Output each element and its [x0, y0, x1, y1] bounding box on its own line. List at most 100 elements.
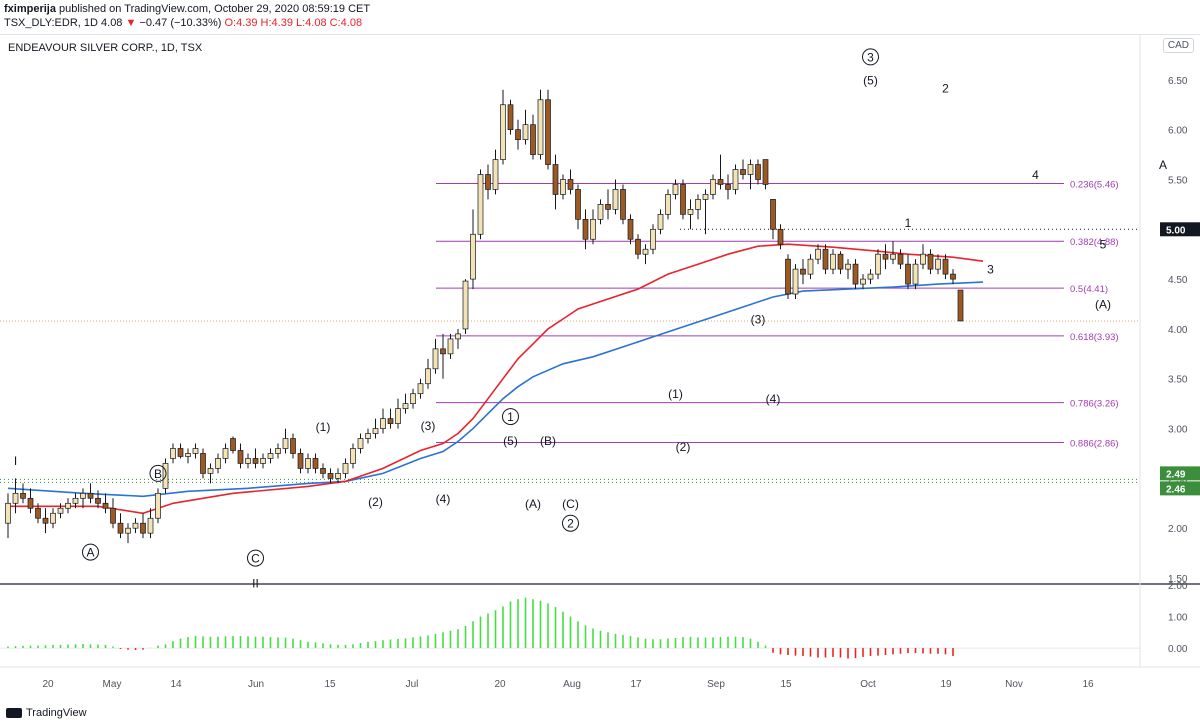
candle-body — [50, 512, 56, 524]
author-name[interactable]: fximperija — [4, 3, 56, 15]
candle-body — [87, 492, 94, 499]
candle-body — [605, 204, 611, 210]
candle-body — [252, 458, 259, 464]
candle-body — [117, 522, 124, 534]
candle-body — [950, 273, 956, 280]
wave-label-circle — [862, 48, 879, 66]
wave-label: (B) — [540, 434, 556, 448]
wave-label-circle — [502, 408, 519, 426]
last-price: 4.08 — [101, 17, 123, 29]
candle-body — [875, 253, 881, 275]
osc-tick-label: 1.00 — [1168, 613, 1188, 624]
candle-body — [57, 507, 64, 514]
fib-level-label: 0.236(5.46) — [1070, 179, 1119, 190]
wave-label: (4) — [766, 392, 781, 406]
wave-label: 1 — [507, 410, 514, 424]
wave-label: (1) — [316, 420, 331, 434]
candle-body — [642, 248, 649, 255]
candle-body — [635, 238, 641, 255]
wave-label: (5) — [503, 434, 518, 448]
price-change: −0.47 (−10.33%) — [139, 17, 222, 29]
candle-body — [897, 253, 904, 265]
wave-label: (3) — [751, 312, 766, 326]
candle-body — [747, 164, 754, 175]
candle-body — [530, 124, 536, 155]
wave-label: (3) — [421, 419, 436, 433]
candle-body — [770, 199, 776, 230]
candle-body — [537, 99, 544, 155]
candle-body — [507, 104, 514, 131]
fib-level-label: 0.786(3.26) — [1070, 399, 1119, 410]
wave-label: B — [154, 467, 162, 481]
candle-body — [380, 418, 386, 429]
time-tick-label: 15 — [780, 679, 792, 690]
candle-body — [890, 253, 896, 260]
candle-body — [297, 453, 304, 469]
symbol-name: TSX_DLY:EDR, 1D — [4, 17, 98, 29]
candle-body — [492, 159, 499, 190]
candle-body — [365, 433, 371, 439]
wave-label: A — [86, 546, 94, 560]
publish-line: fximperija published on TradingView.com,… — [4, 2, 370, 16]
price-tick-label: 2.00 — [1168, 524, 1188, 535]
candle-body — [717, 179, 724, 185]
footer: TradingView — [6, 703, 87, 723]
candle-body — [695, 199, 701, 210]
wave-label-circle — [247, 549, 264, 567]
candle-body — [545, 99, 551, 165]
wave-label: (A) — [1095, 298, 1111, 312]
time-tick-label: 17 — [630, 679, 642, 690]
candle-body — [912, 263, 919, 285]
candle-body — [702, 194, 709, 200]
candle-body — [815, 248, 821, 260]
wave-label: 3 — [987, 263, 994, 277]
candle-body — [650, 228, 656, 250]
price-chart-svg[interactable]: ENDEAVOUR SILVER CORP., 1D, TSX 6.50 6.00 5… — [0, 35, 1200, 703]
time-tick-label: Oct — [860, 679, 876, 690]
symbol-line: TSX_DLY:EDR, 1D 4.08 ▼ −0.47 (−10.33%) O… — [4, 16, 370, 30]
currency-button[interactable]: CAD — [1162, 38, 1194, 53]
moving-average-red — [8, 243, 984, 515]
footer-brand[interactable]: TradingView — [26, 707, 87, 719]
candle-body — [552, 164, 559, 195]
price-axis-label-bg — [1160, 466, 1200, 481]
wave-label: (2) — [676, 440, 691, 454]
candle-body — [582, 218, 589, 240]
candle-body — [102, 502, 109, 509]
candle-body — [80, 492, 86, 499]
chart-area[interactable]: ENDEAVOUR SILVER CORP., 1D, TSX 6.50 6.00 5… — [0, 34, 1200, 703]
fib-level-label: 0.886(2.86) — [1070, 439, 1119, 450]
wave-label: (2) — [368, 495, 383, 509]
candle-body — [837, 253, 844, 270]
candle-body — [170, 448, 176, 459]
candle-body — [35, 507, 41, 519]
candle-body — [110, 507, 116, 524]
candle-body — [395, 408, 401, 424]
candle-body — [455, 333, 461, 340]
candle-body — [845, 263, 851, 270]
candle-body — [20, 492, 26, 499]
candle-body — [95, 497, 101, 504]
candle-body — [27, 497, 34, 509]
candle-body — [522, 124, 529, 140]
time-tick-label: Sep — [707, 679, 725, 690]
time-tick-label: Nov — [1005, 679, 1023, 690]
candle-body — [192, 448, 199, 454]
candle-body — [485, 174, 491, 190]
down-arrow-icon: ▼ — [125, 17, 137, 29]
candle-body — [155, 492, 161, 519]
candle-body — [515, 129, 521, 140]
wave-label-circle — [82, 543, 99, 561]
candle-body — [432, 348, 439, 370]
price-tick-label: 4.50 — [1168, 275, 1188, 286]
candle-body — [665, 194, 671, 215]
osc-tick-label: 2.00 — [1168, 581, 1188, 592]
candle-body — [387, 418, 394, 424]
candle-body — [125, 527, 131, 534]
wave-label: A — [1159, 158, 1167, 172]
wave-label: 3 — [867, 50, 874, 64]
time-tick-label: 16 — [1082, 679, 1094, 690]
wave-label: (1) — [668, 387, 683, 401]
candle-body — [927, 253, 934, 270]
time-tick-label: Aug — [563, 679, 581, 690]
